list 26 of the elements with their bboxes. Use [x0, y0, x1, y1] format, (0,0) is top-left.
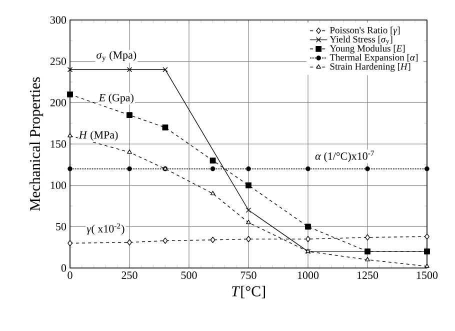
y-tick-label: 200: [50, 98, 66, 106]
legend-label: Thermal Expansion [α]: [330, 54, 418, 63]
legend-label: Strain Hardening [H]: [330, 63, 410, 72]
legend-label: Young Modulus [E]: [330, 44, 405, 54]
legend-label: Poisson's Ratio [γ]: [330, 26, 400, 36]
y-tick-label: 50: [56, 222, 66, 230]
x-tick-label: 750: [240, 272, 256, 279]
x-axis-title: T[°C]: [232, 286, 265, 298]
y-tick-label: 150: [50, 140, 66, 148]
y-axis-title: Mechanical Properties: [30, 77, 44, 211]
x-tick-label: 250: [122, 272, 138, 279]
y-tick-label: 300: [50, 16, 66, 24]
x-tick-label: 0: [68, 272, 72, 279]
legend-label: Yield Stress [σ$_{y}$]: [330, 36, 392, 45]
annotation: H (MPa): [78, 130, 118, 141]
annotation: γ( x10$^{-2}$): [86, 223, 124, 235]
x-tick-label: 1000: [298, 272, 319, 279]
x-tick-label: 1250: [357, 272, 378, 279]
y-tick-label: 250: [50, 58, 66, 66]
annotation: α (1/°C)x10$^{-7}$: [315, 150, 374, 162]
annotation: E (Gpa): [98, 94, 134, 104]
x-tick-label: 1500: [416, 272, 438, 279]
annotation: σ$_{y}$ (Mpa): [96, 50, 136, 62]
y-tick-label: 100: [50, 182, 66, 190]
y-tick-label: 0: [61, 264, 66, 272]
x-tick-label: 500: [181, 272, 197, 279]
